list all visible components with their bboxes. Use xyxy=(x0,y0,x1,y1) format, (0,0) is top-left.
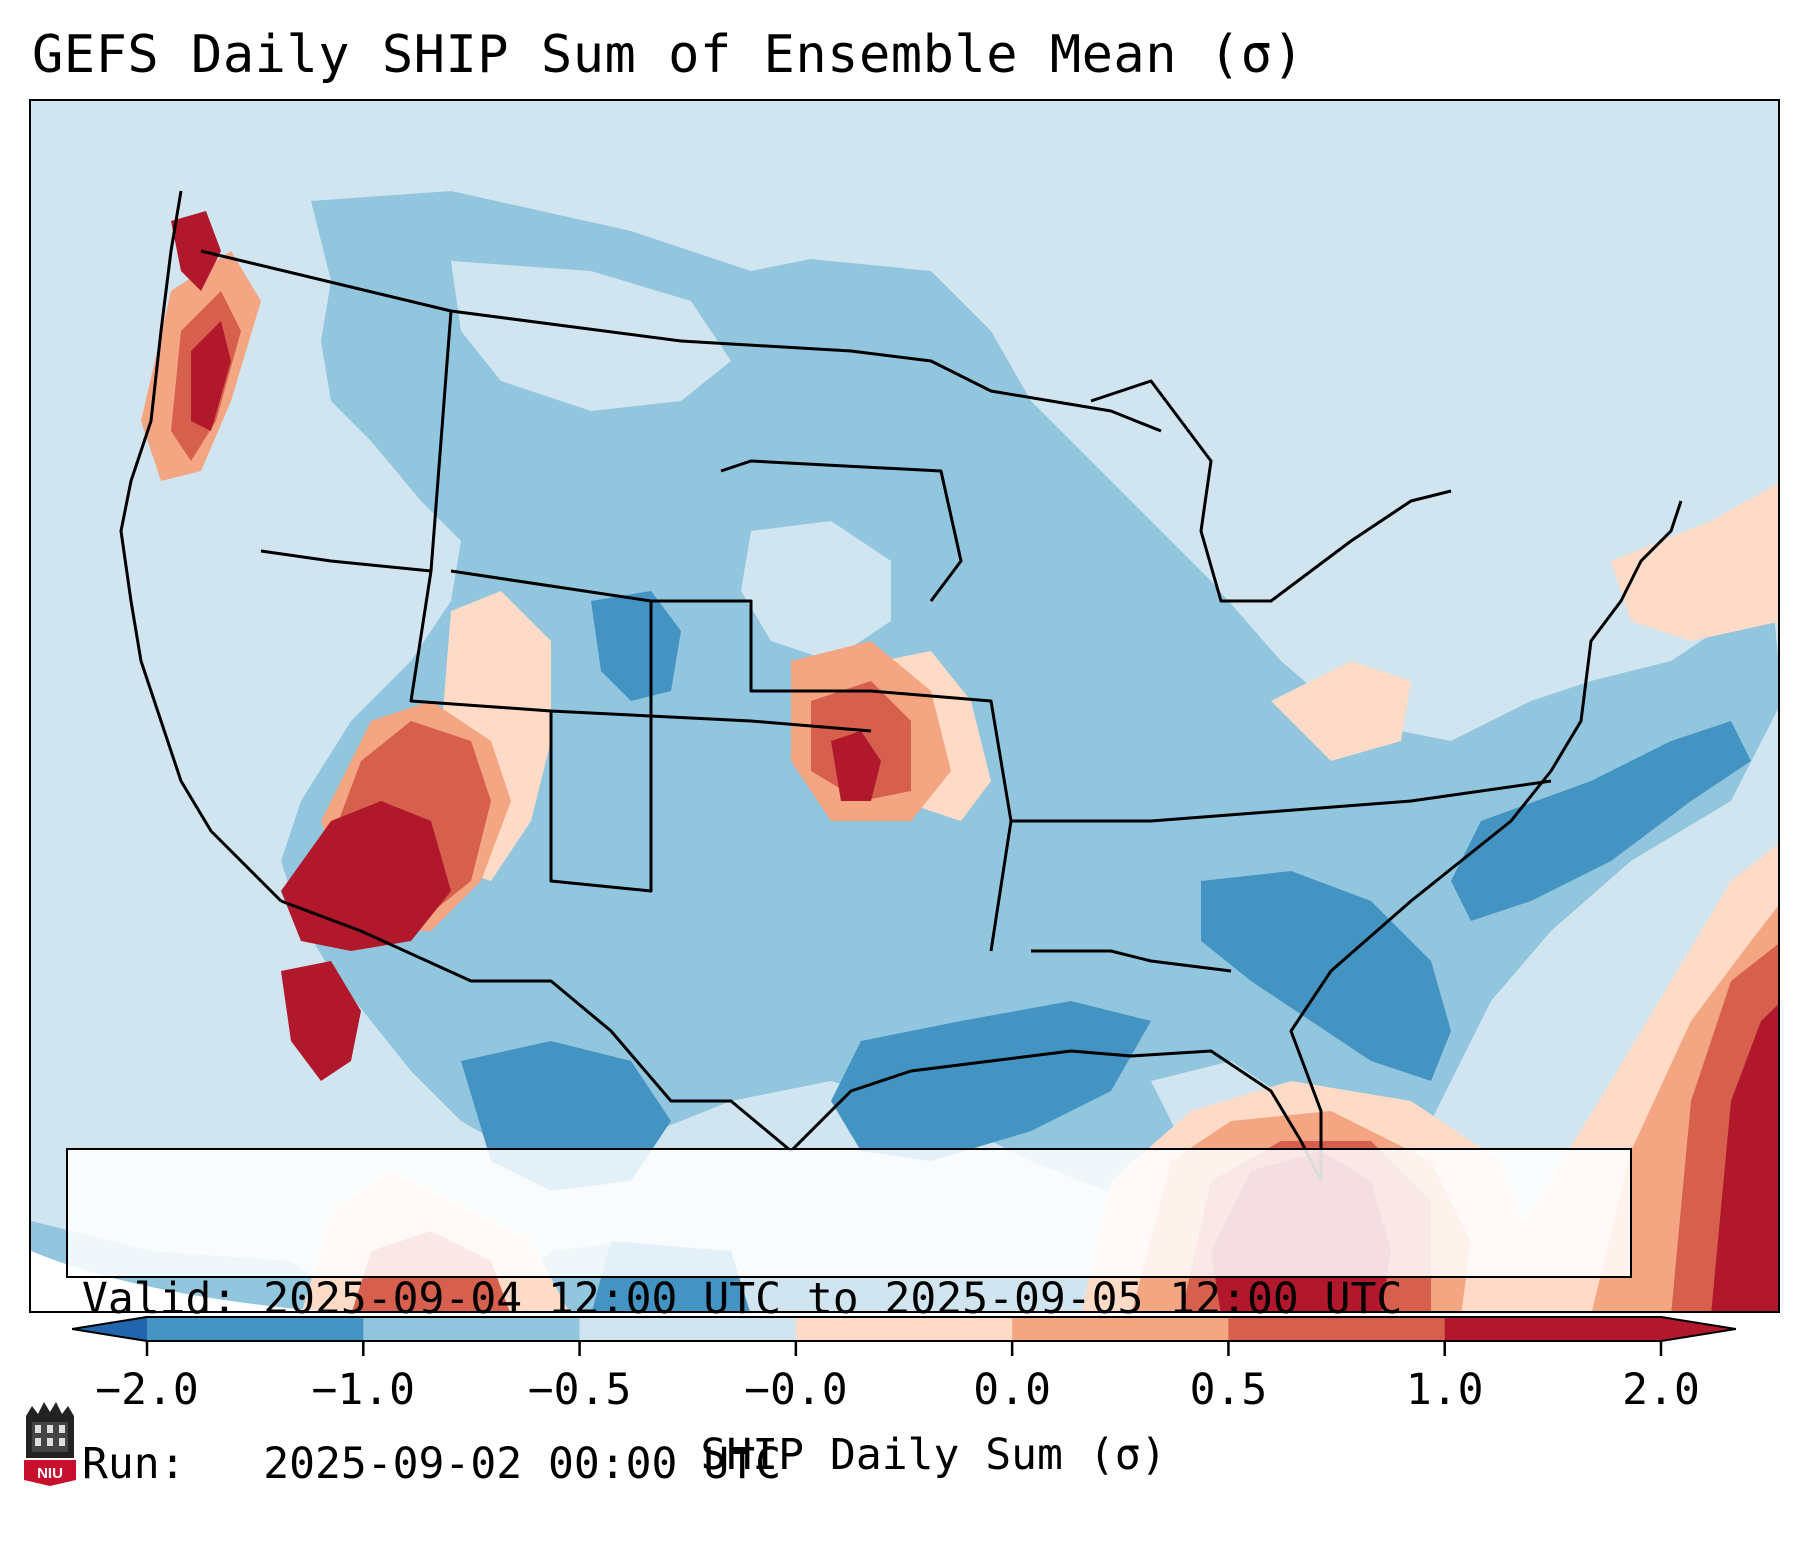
anomaly-field-light-blue-patches xyxy=(451,161,1551,1141)
niu-logo: NIU xyxy=(24,1402,76,1486)
tick-label: 0.5 xyxy=(1189,1365,1268,1415)
coastlines-and-borders xyxy=(119,190,1683,1182)
colorbar-segment xyxy=(579,1316,797,1342)
tick-label: 1.0 xyxy=(1405,1365,1484,1415)
colorbar-segment xyxy=(363,1316,581,1342)
tick-label: −2.0 xyxy=(95,1365,199,1415)
tick-label: 0.0 xyxy=(973,1365,1051,1415)
niu-logo-text: NIU xyxy=(37,1465,63,1482)
valid-time-text: Valid: 2025-09-04 12:00 UTC to 2025-09-0… xyxy=(82,1274,1403,1324)
colorbar-over-arrow xyxy=(1661,1316,1736,1342)
niu-university-shield-icon xyxy=(24,1402,76,1486)
colorbar-label: SHIP Daily Sum (σ) xyxy=(0,1427,1803,1483)
tick-label: −1.0 xyxy=(311,1365,416,1415)
map-panel xyxy=(29,99,1780,1313)
info-box: Valid: 2025-09-04 12:00 UTC to 2025-09-0… xyxy=(66,1148,1632,1489)
colorbar xyxy=(72,1316,1736,1342)
map-projection-edge xyxy=(31,1251,319,1311)
colorbar-ticks xyxy=(145,1340,1663,1356)
colorbar-segment xyxy=(795,1316,1013,1342)
colorbar-segment xyxy=(1012,1316,1229,1342)
colorbar-label-text: SHIP Daily Sum (σ) xyxy=(700,1430,1167,1480)
run-time-text: Run: 2025-09-02 00:00 UTC xyxy=(82,1439,781,1489)
tick-label: 2.0 xyxy=(1622,1365,1700,1415)
colorbar-under-arrow xyxy=(72,1316,147,1342)
figure-title: GEFS Daily SHIP Sum of Ensemble Mean (σ) xyxy=(32,25,1305,85)
colorbar-segment xyxy=(1228,1316,1446,1342)
colorbar-segment xyxy=(1444,1316,1662,1342)
tick-label: −0.0 xyxy=(744,1365,848,1415)
map-projection-edge-right xyxy=(1671,1311,1780,1313)
ship-anomaly-map xyxy=(31,101,1780,1313)
tick-label: −0.5 xyxy=(527,1365,632,1415)
colorbar-segment xyxy=(147,1316,364,1342)
